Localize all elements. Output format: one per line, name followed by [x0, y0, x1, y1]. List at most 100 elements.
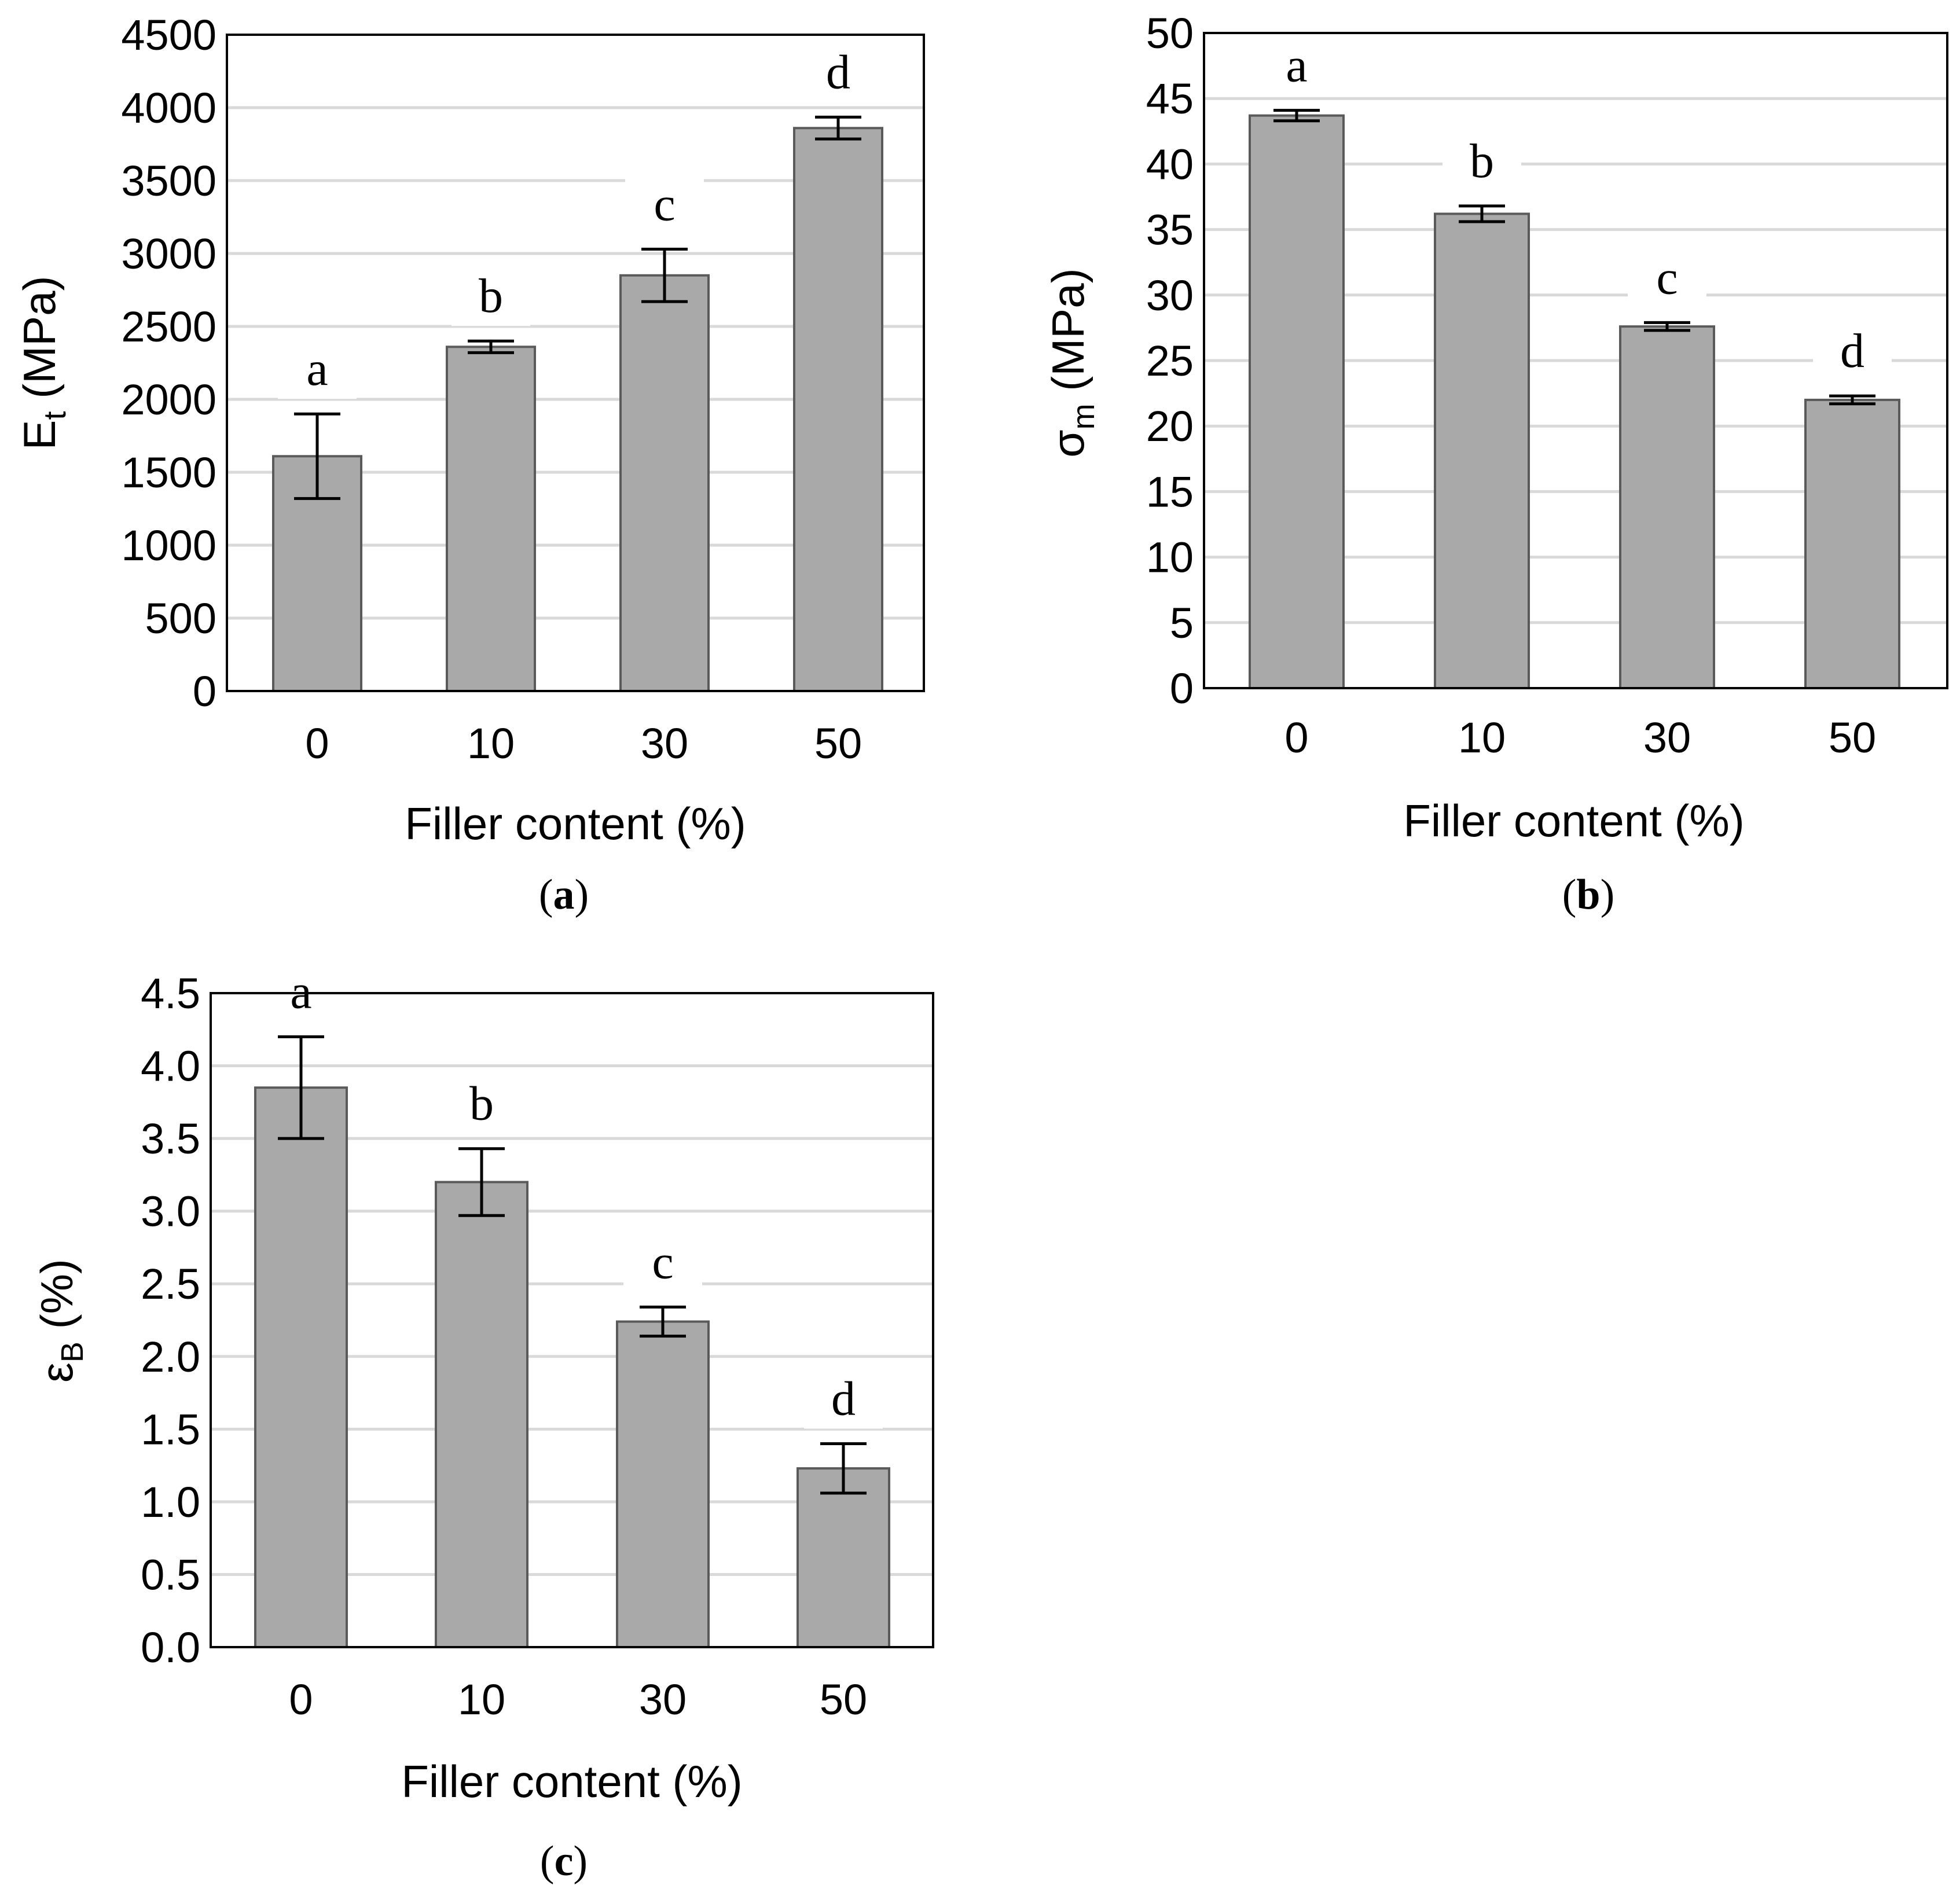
chart-c: a b c d 0.0 0.5 1.0 1.5 2.0 2.5 3.0 3.5 4.0 4.5 0 10 3… [31, 965, 934, 1885]
chart-b-errorbar [1273, 109, 1320, 123]
chart-b-significance-halo [1813, 325, 1892, 381]
chart-b-ylabel-main: σ [1043, 429, 1093, 457]
chart-b-significance-label: b [1470, 134, 1494, 188]
chart-a-errorbar [468, 339, 514, 354]
chart-b-ylabel-sub: m [1066, 403, 1101, 429]
chart-c-xlabel: Filler content (%) [401, 1756, 743, 1807]
chart-a-errorbar [641, 247, 688, 303]
chart-c-ytick-label: 3.5 [141, 1115, 200, 1163]
chart-b-bar [1434, 212, 1530, 689]
chart-a-xtick-labels: 0 10 30 50 [305, 719, 862, 767]
chart-c-bars [254, 1086, 890, 1649]
chart-a-bar [793, 127, 883, 692]
chart-a-ytick-label: 500 [145, 594, 216, 642]
chart-b-bar [1249, 114, 1345, 689]
chart-a-significance-label: c [654, 177, 675, 231]
chart-c-ylabel-sub: B [55, 1342, 90, 1362]
chart-c-xtick-label: 50 [820, 1675, 867, 1724]
chart-c-errorbar [278, 1035, 324, 1140]
chart-a-significance-halo [625, 178, 704, 234]
chart-b-errorbar [1644, 321, 1690, 332]
chart-a-ytick-label: 3000 [121, 230, 216, 278]
chart-a-ytick-label: 0 [193, 667, 216, 715]
chart-a-ytick-label: 4500 [121, 11, 216, 59]
chart-a-ylabel: Et (MPa) [14, 275, 72, 450]
chart-b-errorbar [1459, 204, 1505, 223]
chart-b-bars [1249, 114, 1900, 689]
chart-c-ytick-label: 0.5 [141, 1550, 200, 1599]
chart-b-bar [1619, 325, 1715, 689]
chart-c-ytick-label: 1.0 [141, 1478, 200, 1526]
chart-b-frame [1203, 32, 1948, 689]
chart-c-significance-label: b [469, 1077, 494, 1131]
chart-a-ytick-label: 2500 [121, 303, 216, 351]
chart-c-significance-label: c [652, 1235, 673, 1289]
chart-c-significance-label: d [831, 1372, 856, 1425]
chart-a-ylabel-sub: t [38, 411, 72, 420]
chart-b-significance-halo [1257, 39, 1336, 95]
chart-b-ylabel: σm (MPa) [1043, 268, 1101, 457]
chart-c-errorbar [820, 1442, 867, 1495]
chart-c-errorbar [640, 1305, 686, 1338]
chart-c-ytick-label: 4.5 [141, 969, 200, 1017]
chart-b-ytick-label: 35 [1146, 206, 1194, 254]
chart-a-ylabel-main: E [14, 420, 65, 450]
chart-c-significance-labels: a b c d [262, 965, 883, 1429]
chart-a-errorbars [294, 115, 861, 500]
chart-c-significance-halo [442, 1078, 521, 1134]
chart-b-errorbars [1273, 109, 1875, 406]
chart-b-significance-halo [1628, 252, 1706, 308]
chart-c-bar [254, 1086, 348, 1648]
chart-b-significance-labels: a b c d [1257, 39, 1892, 381]
chart-a-significance-label: a [306, 342, 328, 396]
chart-b-xtick-label: 50 [1829, 714, 1876, 762]
chart-c-xtick-label: 0 [289, 1675, 313, 1724]
chart-a-ytick-label: 2000 [121, 376, 216, 424]
chart-b-bar [1804, 398, 1900, 689]
chart-a-significance-halo [799, 46, 878, 102]
chart-b-ytick-label: 40 [1146, 140, 1194, 188]
chart-c-ytick-label: 2.5 [141, 1260, 200, 1308]
chart-b-panel-label: (b) [1562, 871, 1614, 918]
chart-b-xtick-labels: 0 10 30 50 [1284, 714, 1876, 762]
chart-b-significance-label: c [1656, 251, 1678, 304]
chart-c-significance-label: a [290, 965, 311, 1019]
chart-a-bars [272, 127, 883, 693]
chart-a-bar [619, 274, 710, 692]
chart-c-ytick-label: 1.5 [141, 1405, 200, 1453]
chart-c-panel-label: (c) [540, 1838, 588, 1885]
chart-b-errorbar [1829, 394, 1875, 406]
chart-b-significance-label: a [1286, 39, 1307, 93]
chart-c-panel-letter: c [555, 1838, 574, 1885]
chart-a-xlabel: Filler content (%) [405, 798, 746, 849]
chart-a-significance-label: b [479, 269, 503, 323]
chart-a-significance-label: d [826, 45, 850, 99]
chart-c-frame [210, 992, 934, 1648]
chart-c-ylabel-main: ε [31, 1362, 82, 1383]
chart-b-panel-letter: b [1576, 871, 1600, 918]
chart-b-ytick-labels: 0 5 10 15 20 25 30 35 40 45 50 [1146, 9, 1194, 712]
chart-c-bar [435, 1181, 528, 1648]
chart-b-ytick-label: 50 [1146, 9, 1194, 57]
chart-c-errorbars [278, 1035, 867, 1495]
chart-a-ytick-label: 3500 [121, 157, 216, 205]
chart-b-ylabel-unit: (MPa) [1043, 268, 1093, 403]
chart-b-xtick-label: 30 [1643, 714, 1691, 762]
chart-c-ytick-label: 3.0 [141, 1188, 200, 1236]
chart-a-xtick-label: 0 [305, 719, 329, 767]
chart-c-ytick-label: 2.0 [141, 1333, 200, 1381]
chart-b-xtick-label: 0 [1284, 714, 1308, 762]
chart-b-ytick-label: 0 [1170, 664, 1194, 712]
chart-b-ytick-label: 25 [1146, 337, 1194, 385]
chart-b-ytick-label: 15 [1146, 468, 1194, 516]
chart-b-ytick-label: 30 [1146, 271, 1194, 319]
chart-c-bar [616, 1320, 710, 1649]
chart-a-significance-halo [278, 343, 357, 399]
chart-b-ytick-label: 45 [1146, 75, 1194, 123]
chart-c-significance-halo [623, 1236, 702, 1292]
chart-a-ytick-label: 4000 [121, 84, 216, 132]
chart-a-panel-letter: a [553, 871, 575, 918]
chart-c-ytick-labels: 0.0 0.5 1.0 1.5 2.0 2.5 3.0 3.5 4.0 4.5 [141, 969, 200, 1671]
